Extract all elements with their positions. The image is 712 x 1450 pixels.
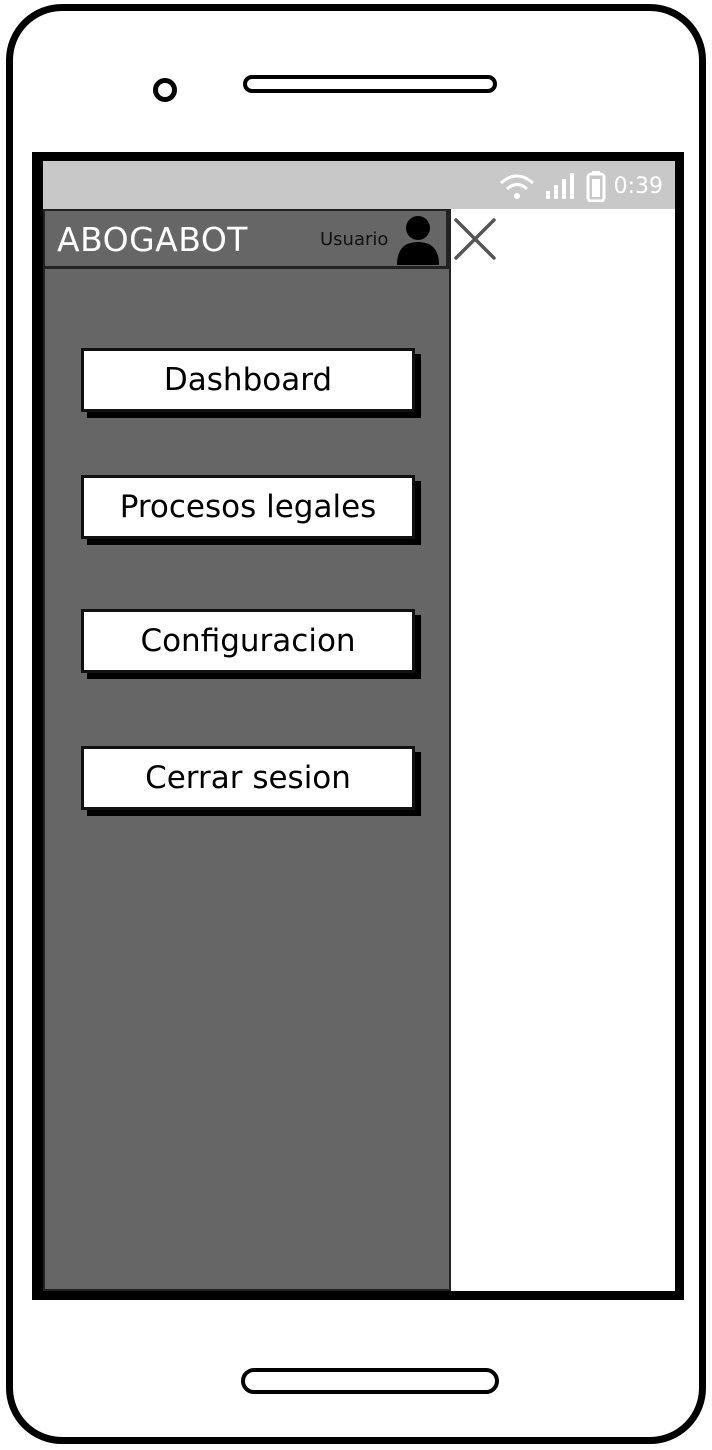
status-bar: 0:39 (43, 161, 675, 209)
speaker-grille (243, 75, 497, 93)
procesos-legales-button[interactable]: Procesos legales (81, 475, 415, 539)
user-icon[interactable] (395, 215, 441, 265)
camera-icon (153, 78, 177, 102)
user-label[interactable]: Usuario (320, 229, 389, 250)
home-button[interactable] (241, 1368, 499, 1394)
drawer-header: ABOGABOT Usuario (45, 211, 449, 269)
battery-icon (586, 171, 606, 202)
cerrar-sesion-button[interactable]: Cerrar sesion (81, 746, 415, 810)
navigation-drawer: ABOGABOT Usuario Dashboard Procesos lega… (43, 209, 451, 1291)
close-icon[interactable] (453, 217, 497, 261)
app-title: ABOGABOT (57, 220, 248, 259)
status-time: 0:39 (613, 173, 663, 199)
configuracion-button[interactable]: Configuracion (81, 609, 415, 673)
signal-icon (545, 173, 574, 199)
wifi-icon (499, 174, 534, 199)
dashboard-button[interactable]: Dashboard (81, 348, 415, 412)
screen: 0:39 ABOGABOT Usuario Dashboard Procesos… (32, 152, 684, 1300)
